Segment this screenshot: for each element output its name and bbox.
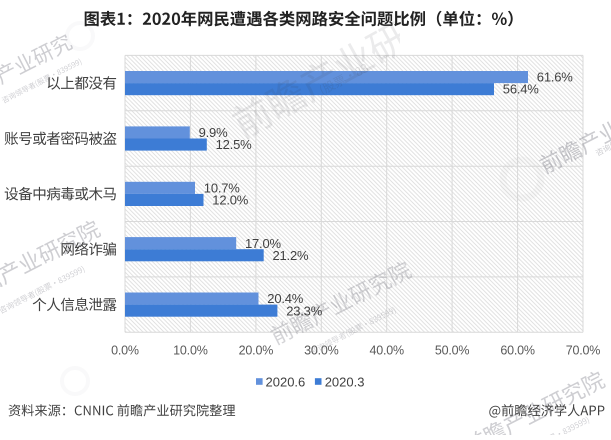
svg-text:60.0%: 60.0% <box>500 344 535 358</box>
svg-text:50.0%: 50.0% <box>435 344 470 358</box>
svg-text:23.3%: 23.3% <box>286 303 323 318</box>
svg-text:20.4%: 20.4% <box>267 291 304 306</box>
svg-text:21.2%: 21.2% <box>273 248 310 263</box>
svg-text:2020.3: 2020.3 <box>325 374 365 389</box>
svg-text:20.0%: 20.0% <box>239 344 274 358</box>
svg-text:70.0%: 70.0% <box>566 344 601 358</box>
svg-text:2020.6: 2020.6 <box>266 374 306 389</box>
svg-text:12.5%: 12.5% <box>216 137 253 152</box>
svg-text:10.0%: 10.0% <box>173 344 208 358</box>
svg-text:56.4%: 56.4% <box>503 82 540 97</box>
svg-text:40.0%: 40.0% <box>369 344 404 358</box>
svg-text:10.7%: 10.7% <box>204 180 241 195</box>
svg-text:61.6%: 61.6% <box>537 70 574 85</box>
svg-text:9.9%: 9.9% <box>199 125 228 140</box>
svg-text:12.0%: 12.0% <box>212 193 249 208</box>
svg-text:0.0%: 0.0% <box>111 344 139 358</box>
svg-text:30.0%: 30.0% <box>304 344 339 358</box>
svg-text:17.0%: 17.0% <box>245 236 282 251</box>
